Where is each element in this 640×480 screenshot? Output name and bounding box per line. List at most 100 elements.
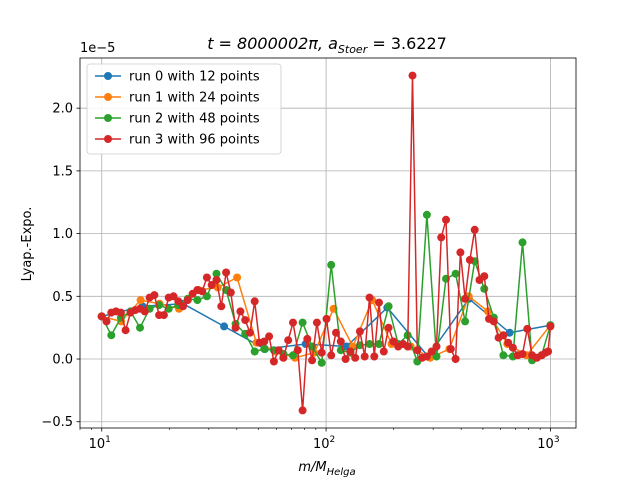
series-3-point — [456, 248, 465, 257]
series-3-point — [370, 352, 379, 361]
y-tick-label: −0.5 — [41, 415, 73, 430]
series-3-point — [389, 337, 398, 346]
series-3-point — [308, 356, 317, 365]
series-3-point — [360, 352, 369, 361]
series-3-point — [222, 268, 231, 277]
series-3-point — [116, 308, 125, 317]
y-multiplier: 1e−5 — [80, 41, 115, 56]
series-2-point — [422, 210, 431, 219]
legend-label: run 3 with 96 points — [129, 133, 260, 148]
series-3-point — [489, 317, 498, 326]
y-axis-title: Lyap.-Expo. — [20, 207, 35, 282]
series-3-point — [365, 293, 374, 302]
series-2-point — [212, 269, 221, 278]
series-3-point — [183, 296, 192, 305]
series-3-point — [312, 318, 321, 327]
series-3-point — [408, 71, 417, 80]
series-3-point — [159, 311, 168, 320]
series-3-point — [198, 287, 207, 296]
series-2-point — [317, 358, 326, 367]
series-3-point — [231, 323, 240, 332]
series-3-point — [250, 297, 259, 306]
plot-series — [97, 71, 555, 415]
y-tick-label: 1.0 — [52, 227, 73, 242]
legend-item: run 0 with 12 points — [95, 70, 260, 85]
series-3-point — [499, 331, 508, 340]
legend-item: run 3 with 96 points — [95, 133, 260, 148]
series-3-point — [102, 317, 111, 326]
series-2-point — [375, 340, 383, 348]
chart-title-tail: = 3.6227 — [367, 34, 447, 53]
series-3-point — [212, 276, 221, 284]
series-3-point — [523, 324, 532, 333]
series-2-point — [193, 296, 202, 305]
legend-label: run 0 with 12 points — [129, 70, 260, 85]
series-1-point — [136, 296, 145, 305]
series-3-point — [544, 347, 553, 356]
series-3-point — [375, 298, 383, 307]
series-3-point — [355, 327, 364, 336]
x-tick-label-exponent: 1 — [105, 435, 111, 445]
y-tick-label: 0.5 — [52, 290, 73, 305]
series-3-point — [508, 343, 517, 352]
series-2-point — [289, 351, 297, 360]
legend-swatch-marker — [104, 72, 112, 80]
chart-title-subscript: Stoer — [338, 43, 369, 56]
series-0-point — [220, 322, 229, 331]
plot-frame — [79, 57, 577, 429]
series-3-point — [442, 215, 450, 224]
series-2-point — [298, 318, 307, 327]
series-2-point — [250, 347, 259, 356]
series-3-point — [504, 338, 513, 347]
series-3-point — [422, 352, 431, 361]
chart-title-main: t = 8000002π, a — [207, 34, 338, 53]
series-3-point — [346, 347, 355, 356]
series-2-point — [432, 352, 441, 361]
series-2-point — [327, 260, 336, 269]
legend-swatch-marker — [104, 114, 112, 122]
series-3-point — [461, 294, 470, 303]
series-2-point — [202, 292, 211, 301]
x-axis-title-main: m/M — [298, 460, 326, 475]
series-3-point — [379, 347, 388, 356]
series-3-point — [265, 332, 274, 341]
series-3-point — [403, 342, 412, 351]
series-1-point — [233, 273, 242, 282]
series-3-point — [260, 337, 269, 346]
series-2-point — [107, 331, 116, 340]
series-3-point — [226, 288, 235, 297]
series-3 — [97, 71, 555, 415]
series-3-point — [327, 351, 336, 360]
series-3-point — [298, 406, 307, 415]
x-axis-title: m/MHelga — [298, 460, 355, 478]
legend-swatch-marker — [104, 93, 112, 101]
x-tick-label: 101 — [89, 435, 111, 452]
x-tick-label-exponent: 2 — [329, 435, 335, 445]
y-tick-label: 0.0 — [52, 353, 73, 368]
y-tick-label: 1.5 — [52, 164, 73, 179]
legend-label: run 1 with 24 points — [129, 91, 260, 106]
x-tick-label-base: 10 — [537, 437, 554, 452]
series-3-point — [446, 345, 455, 353]
x-tick-label-exponent: 3 — [554, 435, 560, 445]
legend-label: run 2 with 48 points — [129, 112, 260, 127]
series-2-point — [384, 302, 393, 311]
y-tick-label: 2.0 — [52, 102, 73, 117]
series-3-point — [451, 355, 460, 363]
series-0-point — [505, 328, 514, 337]
legend-item: run 1 with 24 points — [95, 91, 260, 106]
series-3-point — [437, 233, 446, 242]
legend-item: run 2 with 48 points — [95, 112, 260, 127]
series-3-point — [465, 255, 474, 264]
series-3-point — [470, 225, 479, 234]
series-2-point — [461, 317, 470, 326]
series-3-point — [289, 318, 297, 327]
series-2-point — [518, 238, 527, 247]
series-3-point — [140, 307, 149, 316]
series-3-point — [336, 337, 345, 346]
series-3-point — [384, 323, 393, 332]
series-3-point — [293, 346, 302, 355]
series-3-point — [241, 316, 250, 325]
series-3-point — [121, 326, 130, 335]
